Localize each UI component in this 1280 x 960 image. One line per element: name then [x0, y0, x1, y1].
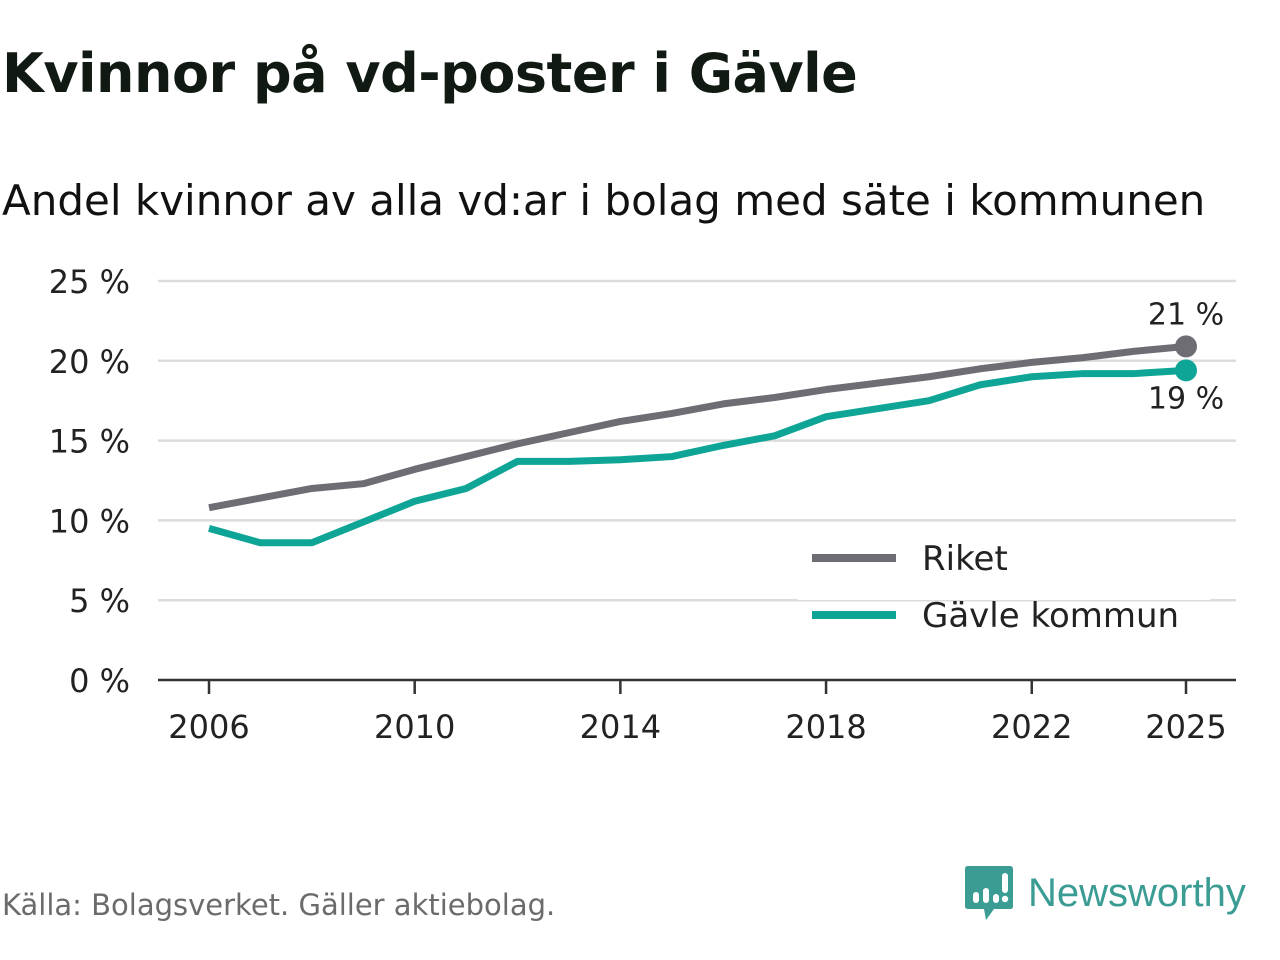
chart-bubble-icon [965, 866, 1013, 920]
x-tick-label: 2018 [785, 708, 866, 746]
end-value-label: 21 % [1148, 297, 1224, 332]
y-tick-label: 0 % [69, 662, 130, 700]
source-note: Källa: Bolagsverket. Gäller aktiebolag. [2, 888, 556, 922]
newsworthy-logo: Newsworthy [964, 864, 1246, 922]
x-tick-label: 2014 [580, 708, 661, 746]
legend-label: Gävle kommun [922, 596, 1179, 636]
end-value-label: 19 % [1148, 381, 1224, 416]
legend-label: Riket [922, 539, 1008, 579]
x-tick-label: 2025 [1145, 708, 1226, 746]
x-tick-label: 2006 [168, 708, 249, 746]
chart-title: Kvinnor på vd-poster i Gävle [2, 42, 858, 105]
y-tick-label: 20 % [49, 343, 130, 381]
series-line-riket [208, 342, 1187, 512]
x-tick-label: 2022 [991, 708, 1072, 746]
chart-subtitle: Andel kvinnor av alla vd:ar i bolag med … [2, 176, 1206, 225]
end-point-marker [1175, 335, 1197, 358]
y-tick-label: 5 % [69, 582, 130, 620]
legend-background [798, 530, 1210, 600]
y-tick-label: 15 % [49, 423, 130, 461]
y-tick-label: 25 % [49, 263, 130, 301]
logo-text: Newsworthy [1028, 870, 1246, 915]
x-tick-label: 2010 [374, 708, 455, 746]
end-point-marker [1175, 359, 1197, 382]
series-line-gavle [208, 366, 1187, 547]
line-chart: 0 % 5 % 10 % 15 % 20 % 25 % 2006 2010 2014 2018 2… [49, 263, 1236, 746]
y-tick-label: 10 % [49, 502, 130, 540]
